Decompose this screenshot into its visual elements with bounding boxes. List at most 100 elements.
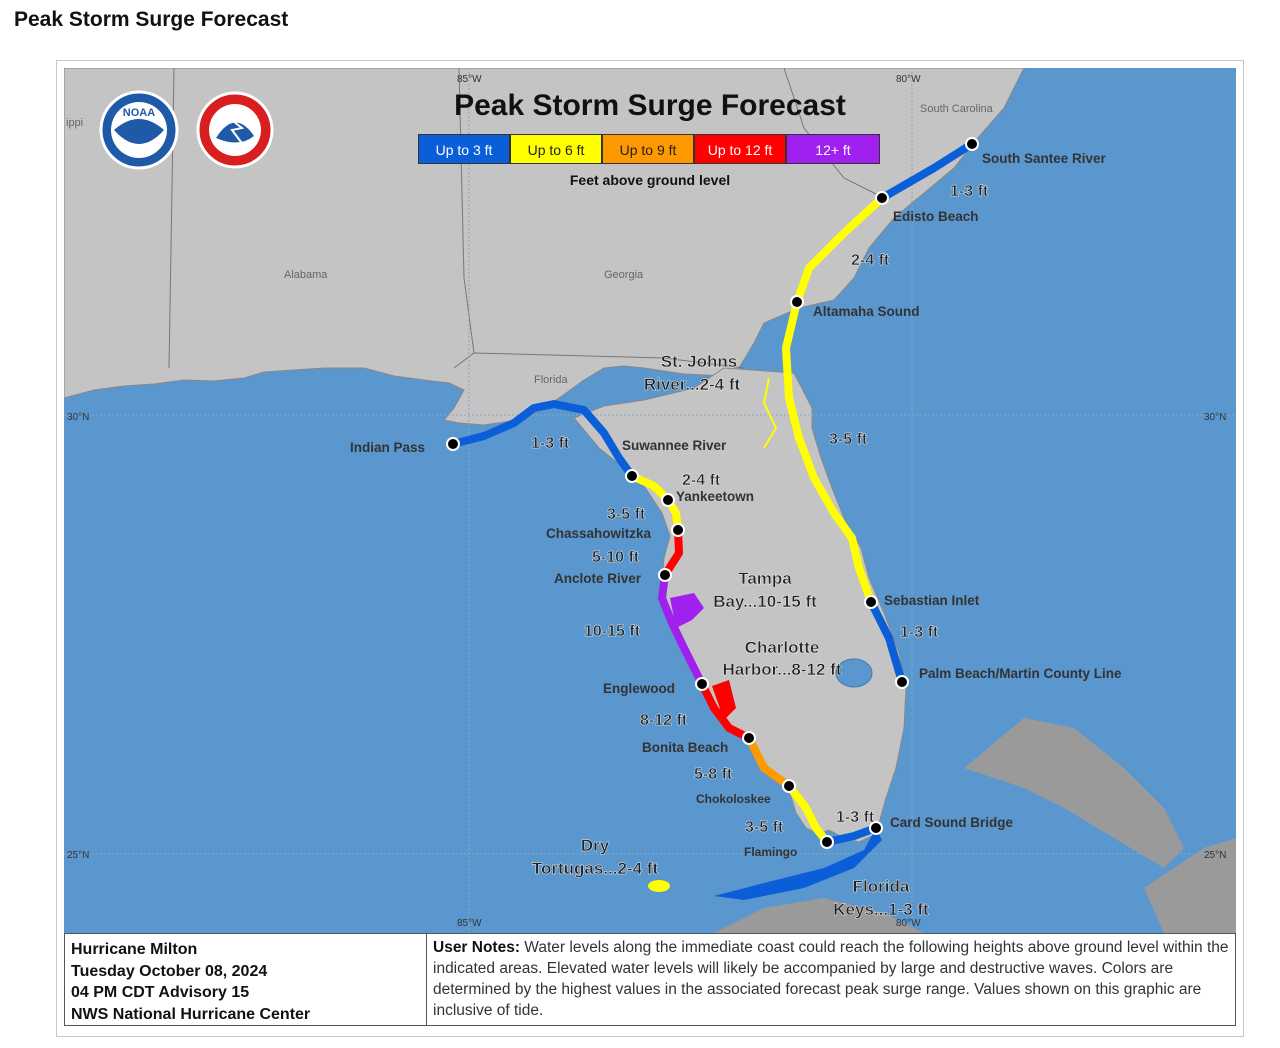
region-label-alabama: Alabama: [284, 269, 328, 281]
point-indian-pass: [446, 437, 460, 451]
surge-label-altamaha-sebastian: 3-5 ft: [829, 431, 868, 448]
region-label-florida: Florida: [534, 374, 569, 386]
surge-label-indian-suwannee: 1-3 ft: [531, 435, 570, 452]
legend-12-plus: 12+ ft: [786, 134, 880, 164]
grid-label-85w-bottom: 85°W: [457, 918, 482, 929]
surge-label-chassahowitzka-anclote: 5-10 ft: [592, 549, 640, 566]
cuba: [714, 898, 924, 933]
user-notes-label: User Notes:: [433, 939, 520, 956]
user-notes-text: Water levels along the immediate coast c…: [433, 939, 1229, 1019]
surge-label-chokoloskee-flamingo: 3-5 ft: [745, 819, 784, 836]
storm-name: Hurricane Milton: [71, 941, 198, 958]
grid-label-85w-top: 85°W: [457, 74, 482, 85]
label-anclote-river: Anclote River: [554, 571, 642, 586]
point-altamaha-sound: [790, 295, 804, 309]
grid-label-80w-bottom: 80°W: [896, 918, 921, 929]
advisory-date: Tuesday October 08, 2024: [71, 962, 268, 980]
label-flamingo: Flamingo: [744, 845, 797, 859]
advisory-info: Hurricane Milton Tuesday October 08, 202…: [65, 934, 427, 1025]
segment-sebastian-palmbeach: [867, 598, 906, 686]
advisory-number: 04 PM CDT Advisory 15: [71, 984, 250, 1001]
area-label-dry-1: Dry: [581, 836, 610, 855]
nws-logo: [196, 91, 274, 169]
segment-edisto-altamaha: [793, 194, 886, 306]
segment-altamaha-sebastian: [782, 298, 875, 606]
dry-tortugas-surge: [648, 880, 670, 892]
segment-bonita-chokoloskee: [745, 734, 793, 790]
label-palm-beach-martin: Palm Beach/Martin County Line: [919, 666, 1122, 681]
point-card-sound-bridge: [869, 821, 883, 835]
label-card-sound-bridge: Card Sound Bridge: [890, 815, 1013, 830]
area-label-dry-2: Tortugas...2-4 ft: [532, 859, 659, 878]
user-notes: User Notes: Water levels along the immed…: [427, 934, 1235, 1025]
label-altamaha-sound: Altamaha Sound: [813, 304, 920, 319]
area-label-tampa-2: Bay...10-15 ft: [713, 592, 817, 611]
grid-label-30n-left: 30°N: [67, 412, 89, 423]
point-anclote-river: [658, 568, 672, 582]
label-chassahowitzka: Chassahowitzka: [546, 526, 652, 541]
label-englewood: Englewood: [603, 681, 675, 696]
state-line-ga-fl: [473, 352, 745, 369]
area-label-keys-1: Florida: [853, 877, 910, 896]
area-label-st-johns-1: St. Johns: [661, 352, 738, 371]
point-palm-beach-martin: [895, 675, 909, 689]
point-englewood: [695, 677, 709, 691]
noaa-logo-text: NOAA: [123, 107, 155, 119]
st-johns-river-surge: [762, 377, 778, 449]
point-yankeetown: [661, 493, 675, 507]
florida-keys-surge: [714, 828, 882, 900]
label-suwannee-river: Suwannee River: [622, 438, 727, 453]
segment-englewood-bonita: [698, 680, 753, 742]
surge-label-santee-edisto: 1-3 ft: [950, 183, 989, 200]
surge-map: NOAA Peak Storm Surge Forecast Feet abov…: [64, 68, 1236, 933]
surge-label-yankeetown-chassahowitzka: 3-5 ft: [607, 506, 646, 523]
area-label-keys-2: Keys...1-3 ft: [833, 900, 929, 919]
state-line-al-ga: [453, 68, 475, 369]
segment-flamingo-card: [823, 824, 880, 846]
info-panel: Hurricane Milton Tuesday October 08, 202…: [64, 933, 1236, 1026]
area-label-st-johns-2: River...2-4 ft: [644, 375, 741, 394]
grid-label-25n-left: 25°N: [67, 850, 89, 861]
lake-okeechobee: [835, 658, 873, 688]
area-label-tampa-1: Tampa: [738, 569, 792, 588]
label-bonita-beach: Bonita Beach: [642, 740, 728, 755]
label-chokoloskee: Chokoloskee: [696, 792, 771, 806]
page-title: Peak Storm Surge Forecast: [14, 8, 289, 31]
grid-label-30n-right: 30°N: [1204, 412, 1226, 423]
noaa-logo: NOAA: [99, 90, 179, 170]
surge-label-bonita-chokoloskee: 5-8 ft: [694, 766, 733, 783]
label-sebastian-inlet: Sebastian Inlet: [884, 593, 980, 608]
surge-label-anclote-englewood: 10-15 ft: [584, 623, 641, 640]
issuing-agency: NWS National Hurricane Center: [71, 1005, 311, 1023]
point-sebastian-inlet: [864, 595, 878, 609]
area-label-charlotte-1: Charlotte: [745, 638, 820, 657]
charlotte-harbor-surge: [712, 680, 736, 720]
bahamas-south: [1144, 838, 1236, 933]
point-bonita-beach: [742, 731, 756, 745]
point-chokoloskee: [782, 779, 796, 793]
label-south-santee-river: South Santee River: [982, 151, 1107, 166]
area-label-charlotte-2: Harbor...8-12 ft: [722, 660, 841, 679]
point-edisto-beach: [875, 191, 889, 205]
segment-indian-suwannee: [449, 400, 636, 480]
region-label-mississippi: ippi: [66, 117, 83, 129]
surge-label-flamingo-card: 1-3 ft: [836, 809, 875, 826]
map-title: Peak Storm Surge Forecast: [454, 89, 846, 122]
legend-up-to-3: Up to 3 ft: [418, 134, 510, 164]
label-yankeetown: Yankeetown: [676, 489, 754, 504]
surge-label-suwannee-yankeetown: 2-4 ft: [682, 472, 721, 489]
label-edisto-beach: Edisto Beach: [893, 209, 979, 224]
legend-caption: Feet above ground level: [570, 172, 730, 188]
bahamas: [964, 718, 1184, 868]
surge-label-englewood-bonita: 8-12 ft: [640, 712, 688, 729]
region-label-south-carolina: South Carolina: [920, 103, 994, 115]
grid-label-80w-top: 80°W: [896, 74, 921, 85]
segment-anclote-englewood: [658, 571, 706, 688]
map-canvas: NOAA Peak Storm Surge Forecast Feet abov…: [64, 68, 1236, 933]
surge-label-sebastian-palm: 1-3 ft: [900, 624, 939, 641]
tampa-bay-surge: [670, 593, 704, 628]
point-suwannee-river: [625, 469, 639, 483]
legend-up-to-9: Up to 9 ft: [602, 134, 694, 164]
label-indian-pass: Indian Pass: [350, 440, 425, 455]
segment-santee-edisto: [878, 140, 976, 202]
